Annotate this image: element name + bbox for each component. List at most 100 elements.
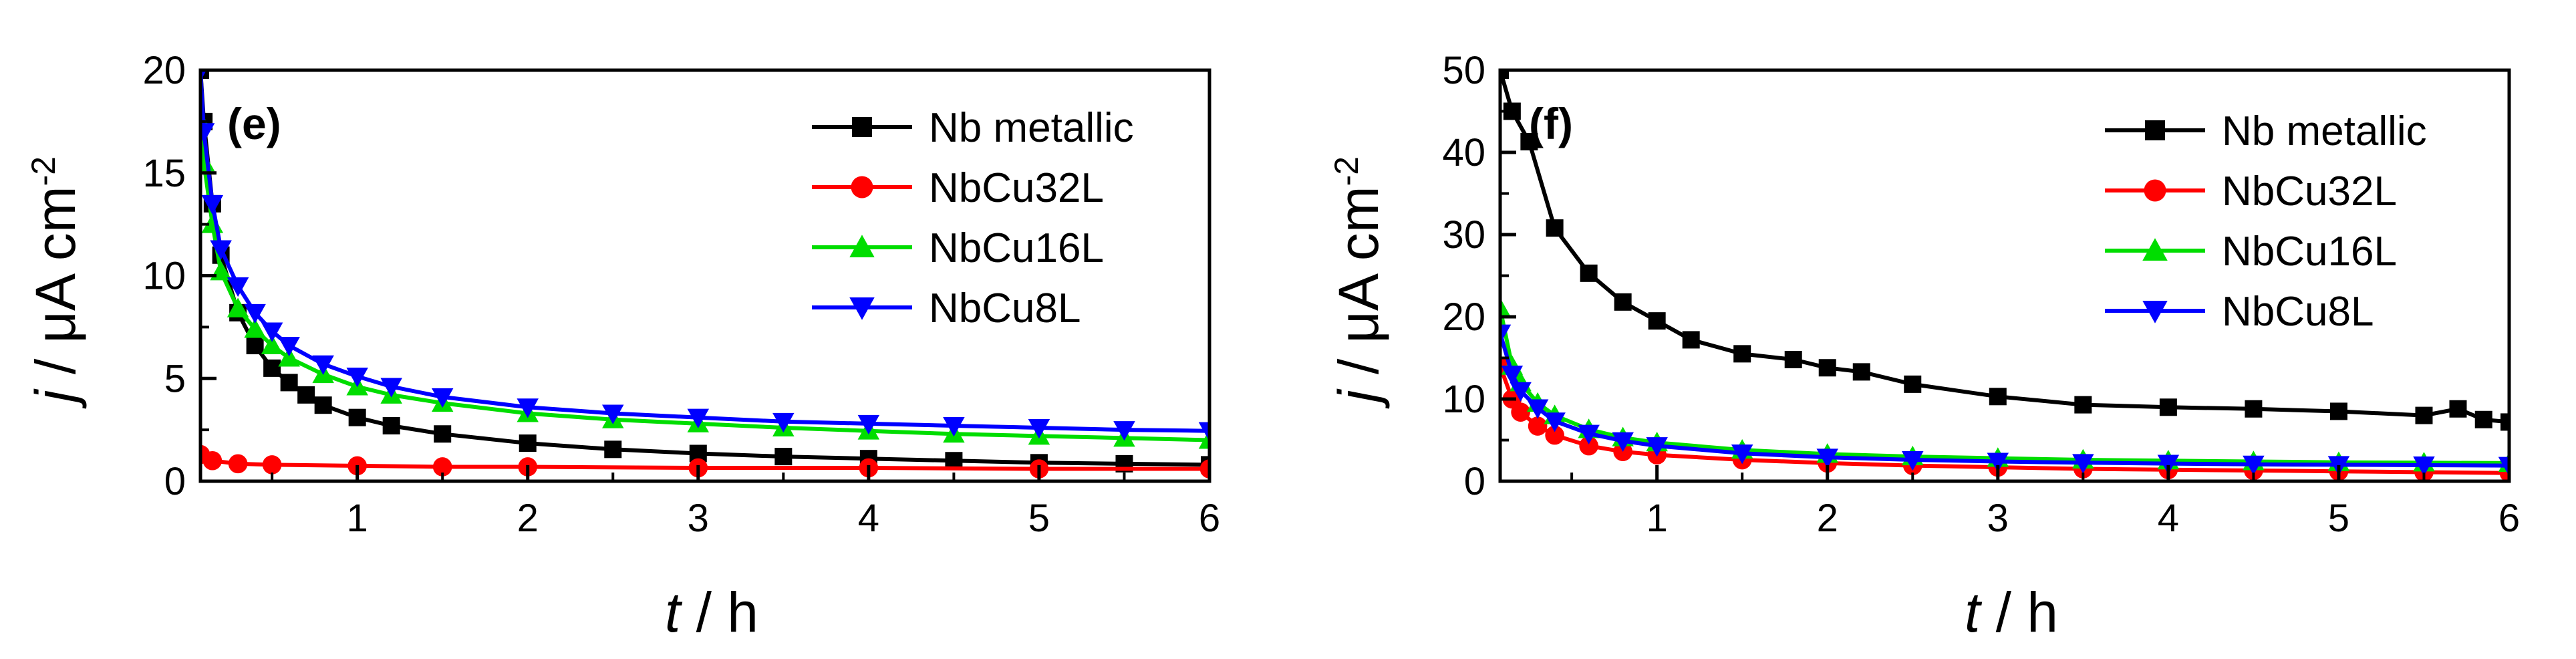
- data-point: [1545, 425, 1564, 445]
- data-point: [1510, 382, 1532, 402]
- data-point: [261, 334, 283, 355]
- data-point: [2413, 456, 2435, 477]
- data-point: [210, 240, 232, 260]
- legend-marker: [852, 117, 872, 137]
- plot-area-e: [200, 70, 1209, 479]
- y-tick-label: 10: [1442, 378, 1485, 421]
- data-point: [2243, 455, 2265, 476]
- x-axis-unit: / h: [680, 581, 758, 644]
- data-point: [1526, 399, 1549, 419]
- legend-label: NbCu16L: [929, 225, 1104, 271]
- y-tick-label: 0: [1464, 460, 1485, 503]
- data-point: [1646, 437, 1668, 457]
- chart-panel-e: 1 2 3 4 5 6 0 5 10 15 20 (e) t / h j / μA cm-2 Nb meta…: [24, 49, 1220, 644]
- x-tick-label: 5: [2328, 497, 2349, 540]
- x-tick-label: 1: [347, 497, 368, 540]
- x-tick-label: 3: [688, 497, 709, 540]
- data-point: [244, 303, 266, 324]
- data-point: [1528, 416, 1548, 436]
- data-point: [202, 450, 223, 471]
- data-point: [519, 434, 537, 452]
- data-point: [263, 359, 281, 377]
- data-point: [2072, 454, 2094, 474]
- data-point: [227, 277, 249, 297]
- data-point: [1113, 421, 1135, 441]
- data-point: [774, 448, 793, 466]
- data-point: [2329, 402, 2347, 420]
- y-tick-label: 40: [1442, 131, 1485, 174]
- x-tick-label: 4: [858, 497, 879, 540]
- data-point: [857, 414, 880, 435]
- data-point: [314, 396, 332, 414]
- x-tick-label: 5: [1028, 497, 1050, 540]
- legend-marker: [851, 176, 873, 199]
- data-point: [1500, 70, 1509, 79]
- data-point: [228, 454, 248, 474]
- data-point: [602, 404, 624, 424]
- x-axis-label: t / h: [1965, 581, 2058, 644]
- data-point: [280, 374, 298, 392]
- data-point: [2415, 406, 2433, 424]
- legend-label: NbCu32L: [2222, 168, 2397, 215]
- data-point: [1546, 219, 1564, 237]
- data-point: [1902, 451, 1924, 471]
- data-point: [1198, 422, 1209, 442]
- data-point: [2474, 410, 2492, 428]
- data-point: [604, 440, 622, 458]
- x-tick-label: 6: [2498, 497, 2520, 540]
- legend-marker: [2142, 301, 2168, 323]
- data-point: [1816, 448, 1838, 469]
- data-point: [434, 425, 452, 443]
- data-point: [1544, 412, 1566, 432]
- data-point: [943, 416, 965, 437]
- legend-label: NbCu16L: [2222, 229, 2397, 275]
- legend-marker: [849, 297, 875, 320]
- y-axis-label: j / μA cm-2: [24, 156, 87, 409]
- data-point: [1987, 452, 2009, 473]
- data-point: [772, 412, 795, 433]
- x-tick-label: 3: [1987, 497, 2009, 540]
- y-axis-variable: j: [24, 388, 87, 409]
- data-point: [382, 416, 400, 434]
- data-point: [2498, 456, 2509, 477]
- x-axis-variable: t: [1965, 581, 1983, 644]
- data-point: [261, 322, 283, 342]
- x-axis-unit: / h: [1980, 581, 2058, 644]
- legend-label: Nb metallic: [2222, 108, 2427, 154]
- data-point: [1199, 459, 1209, 479]
- y-tick-label: 50: [1442, 49, 1485, 92]
- legend-marker: [849, 235, 875, 257]
- y-tick-label: 15: [142, 152, 186, 195]
- data-point: [246, 337, 264, 355]
- data-point: [1578, 424, 1600, 444]
- data-point: [244, 318, 266, 338]
- data-point: [262, 455, 282, 475]
- data-point: [1733, 345, 1751, 363]
- data-point: [1500, 324, 1512, 344]
- y-axis-label: j / μA cm-2: [1327, 156, 1390, 409]
- data-point: [200, 152, 215, 172]
- legend-label: NbCu8L: [929, 285, 1081, 332]
- chart-panel-f: 1 2 3 4 5 6 0 10 20 30 40 50 (f) t / h j / μA cm-2 Nb m…: [1327, 49, 2520, 644]
- x-tick-label: 2: [1817, 497, 1838, 540]
- y-axis-unit: / μA cm: [1327, 186, 1390, 390]
- data-point: [2074, 396, 2092, 414]
- x-tick-label: 2: [517, 497, 539, 540]
- data-point: [1612, 432, 1634, 452]
- x-tick-label: 1: [1647, 497, 1668, 540]
- data-point: [2159, 398, 2177, 416]
- data-point: [517, 398, 539, 418]
- data-point: [2245, 400, 2263, 418]
- legend-label: NbCu32L: [929, 165, 1104, 211]
- data-point: [432, 457, 452, 477]
- x-tick-label: 4: [2158, 497, 2179, 540]
- panel-label: (f): [1529, 99, 1573, 148]
- data-point: [2500, 413, 2509, 431]
- legend: Nb metallic NbCu32L NbCu16L NbCu8L: [2105, 108, 2427, 335]
- legend-label: Nb metallic: [929, 105, 1134, 151]
- data-point: [200, 123, 215, 143]
- y-tick-label: 30: [1442, 213, 1485, 257]
- data-point: [380, 378, 402, 398]
- data-point: [1818, 359, 1836, 377]
